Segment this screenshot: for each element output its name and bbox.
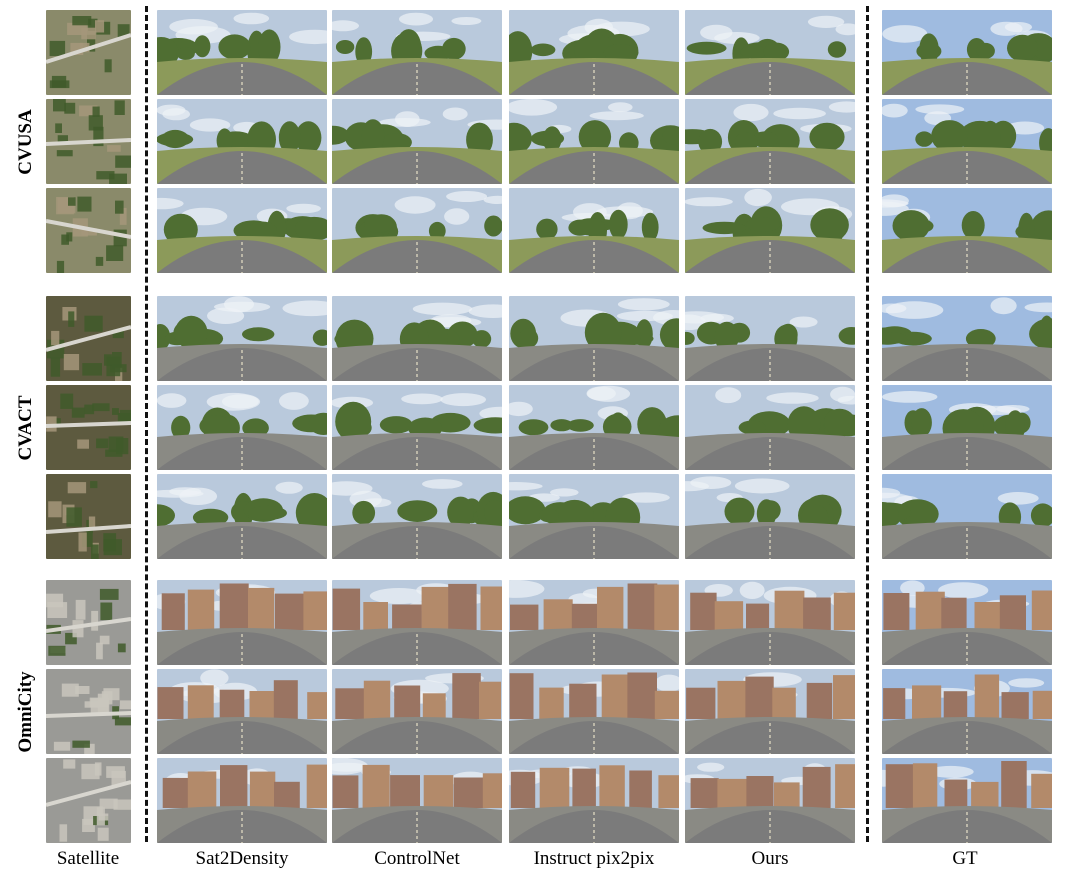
panorama-image <box>157 10 327 95</box>
panorama-image <box>332 758 502 843</box>
panorama-image <box>157 385 327 470</box>
panorama-image <box>685 669 855 754</box>
panorama-image <box>882 474 1052 559</box>
panorama-image <box>685 188 855 273</box>
column-label: Ours <box>751 848 789 869</box>
satellite-image <box>46 10 131 95</box>
panorama-image <box>882 580 1052 665</box>
panorama-image <box>332 188 502 273</box>
panorama-image <box>332 385 502 470</box>
group-label: OmniCity <box>15 671 36 753</box>
panorama-image <box>509 580 679 665</box>
panorama-image <box>332 10 502 95</box>
panorama-image <box>882 385 1052 470</box>
satellite-image <box>46 580 131 665</box>
column-label: ControlNet <box>374 848 460 869</box>
group-label: CVUSA <box>15 109 36 175</box>
satellite-image <box>46 188 131 273</box>
satellite-image <box>46 296 131 381</box>
panorama-image <box>685 296 855 381</box>
panorama-image <box>509 296 679 381</box>
panorama-image <box>882 758 1052 843</box>
panorama-image <box>685 385 855 470</box>
column-label: Sat2Density <box>195 848 289 869</box>
satellite-image <box>46 385 131 470</box>
panorama-image <box>685 758 855 843</box>
panorama-image <box>157 99 327 184</box>
satellite-image <box>46 669 131 754</box>
satellite-image <box>46 99 131 184</box>
panorama-image <box>882 296 1052 381</box>
panorama-image <box>685 474 855 559</box>
satellite-image <box>46 474 131 559</box>
panorama-image <box>157 296 327 381</box>
panorama-image <box>509 385 679 470</box>
panorama-image <box>157 474 327 559</box>
satellite-image <box>46 758 131 843</box>
panorama-image <box>332 669 502 754</box>
column-label: GT <box>952 848 978 869</box>
panorama-image <box>332 99 502 184</box>
panorama-image <box>509 99 679 184</box>
panorama-image <box>509 758 679 843</box>
dashed-divider <box>866 6 869 842</box>
panorama-image <box>882 188 1052 273</box>
panorama-image <box>509 188 679 273</box>
panorama-image <box>157 669 327 754</box>
panorama-image <box>157 580 327 665</box>
panorama-image <box>685 580 855 665</box>
panorama-image <box>509 474 679 559</box>
column-label: Satellite <box>56 848 120 869</box>
group-label: CVACT <box>15 395 36 461</box>
panorama-image <box>882 669 1052 754</box>
column-label: Instruct pix2pix <box>533 848 655 869</box>
panorama-image <box>882 99 1052 184</box>
dashed-divider <box>145 6 148 842</box>
panorama-image <box>685 99 855 184</box>
panorama-image <box>332 296 502 381</box>
panorama-image <box>332 580 502 665</box>
panorama-image <box>685 10 855 95</box>
panorama-image <box>157 758 327 843</box>
panorama-image <box>332 474 502 559</box>
panorama-image <box>882 10 1052 95</box>
panorama-image <box>157 188 327 273</box>
panorama-image <box>509 669 679 754</box>
panorama-image <box>509 10 679 95</box>
